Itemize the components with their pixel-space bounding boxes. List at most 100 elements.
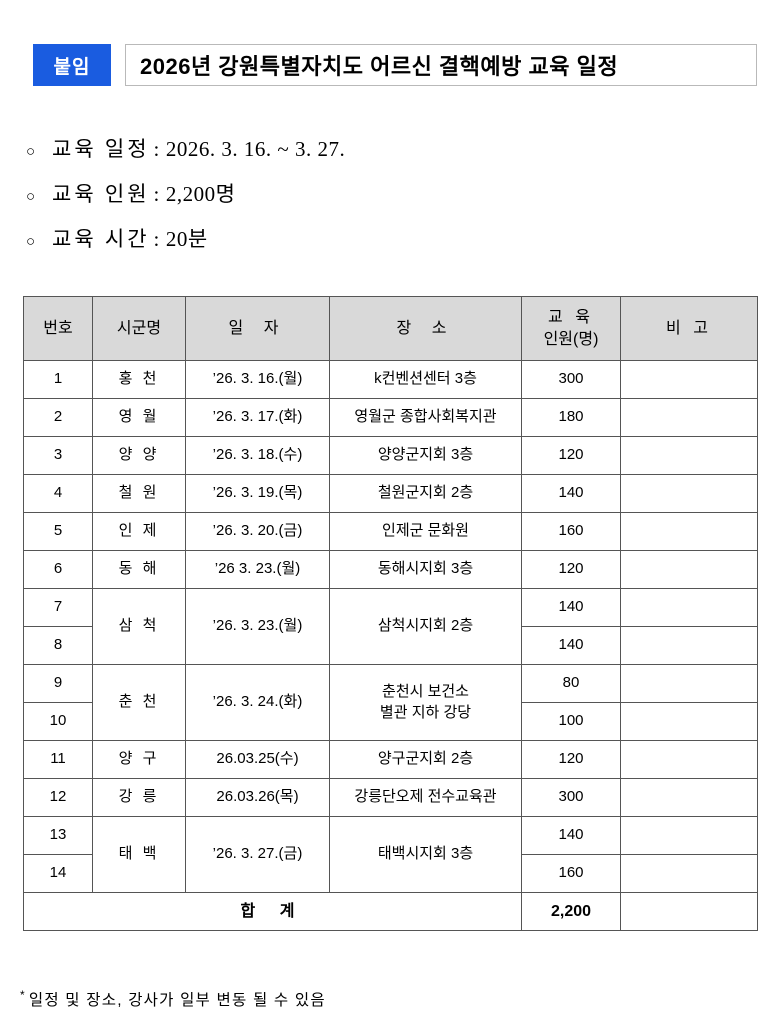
column-header-no: 번호 — [23, 296, 93, 361]
cell-note — [620, 664, 758, 703]
summary-label-headcount: 교육 인원 — [52, 182, 150, 206]
cell-city: 춘 천 — [92, 664, 186, 741]
cell-count: 180 — [521, 398, 621, 437]
cell-date: ’26. 3. 27.(금) — [185, 816, 330, 893]
total-note — [620, 892, 758, 931]
cell-place: 삼척시지회 2층 — [329, 588, 522, 665]
cell-note — [620, 816, 758, 855]
cell-note — [620, 626, 758, 665]
cell-no: 6 — [23, 550, 93, 589]
cell-note — [620, 740, 758, 779]
cell-no: 7 — [23, 588, 93, 627]
cell-note — [620, 854, 758, 893]
cell-place: 철원군지회 2층 — [329, 474, 522, 513]
total-count: 2,200 — [521, 892, 621, 931]
table-header-row: 번호 시군명 일 자 장 소 교 육 인원(명) 비 고 — [23, 296, 758, 361]
summary-item-duration: ○ 교육 시간 : 20분 — [26, 223, 345, 268]
cell-place: 양구군지회 2층 — [329, 740, 522, 779]
cell-city: 양 구 — [92, 740, 186, 779]
summary-separator: : — [153, 182, 160, 206]
cell-count: 140 — [521, 588, 621, 627]
cell-date: ’26. 3. 23.(월) — [185, 588, 330, 665]
table-row: 1 홍 천 ’26. 3. 16.(월) k컨벤션센터 3층 300 — [23, 360, 758, 399]
table-row: 5 인 제 ’26. 3. 20.(금) 인제군 문화원 160 — [23, 512, 758, 551]
cell-note — [620, 474, 758, 513]
cell-count: 120 — [521, 740, 621, 779]
summary-value-duration: 20분 — [165, 227, 208, 251]
cell-no: 4 — [23, 474, 93, 513]
cell-count: 140 — [521, 626, 621, 665]
summary-label-duration: 교육 시간 — [52, 227, 150, 251]
cell-note — [620, 550, 758, 589]
cell-count: 300 — [521, 360, 621, 399]
cell-no: 1 — [23, 360, 93, 399]
cell-count: 160 — [521, 512, 621, 551]
cell-no: 5 — [23, 512, 93, 551]
cell-city: 강 릉 — [92, 778, 186, 817]
table-row: 8 140 — [23, 626, 758, 665]
table-row: 6 동 해 ’26 3. 23.(월) 동해시지회 3층 120 — [23, 550, 758, 589]
cell-city: 홍 천 — [92, 360, 186, 399]
cell-no: 13 — [23, 816, 93, 855]
cell-city: 동 해 — [92, 550, 186, 589]
table-row: 13 태 백 ’26. 3. 27.(금) 태백시지회 3층 140 — [23, 816, 758, 893]
summary-list: ○ 교육 일정 : 2026. 3. 16. ~ 3. 27. ○ 교육 인원 … — [26, 133, 345, 268]
cell-place: 인제군 문화원 — [329, 512, 522, 551]
cell-place: 태백시지회 3층 — [329, 816, 522, 893]
column-header-note: 비 고 — [620, 296, 758, 361]
table-row: 2 영 월 ’26. 3. 17.(화) 영월군 종합사회복지관 180 — [23, 398, 758, 437]
cell-date: ’26. 3. 18.(수) — [185, 436, 330, 475]
table-row: 7 삼 척 ’26. 3. 23.(월) 삼척시지회 2층 140 — [23, 588, 758, 665]
title-box: 2026년 강원특별자치도 어르신 결핵예방 교육 일정 — [125, 44, 757, 86]
total-label: 합 계 — [23, 892, 522, 931]
cell-place-line1: 춘천시 보건소 — [382, 683, 469, 701]
schedule-table: 번호 시군명 일 자 장 소 교 육 인원(명) 비 고 1 홍 천 ’26. … — [23, 296, 758, 931]
cell-note — [620, 436, 758, 475]
cell-date: 26.03.26(목) — [185, 778, 330, 817]
cell-place: 강릉단오제 전수교육관 — [329, 778, 522, 817]
column-header-place: 장 소 — [329, 296, 522, 361]
summary-label-schedule: 교육 일정 — [52, 137, 150, 161]
bullet-circle-icon: ○ — [26, 234, 36, 250]
cell-note — [620, 778, 758, 817]
table-row: 3 양 양 ’26. 3. 18.(수) 양양군지회 3층 120 — [23, 436, 758, 475]
cell-no: 11 — [23, 740, 93, 779]
summary-item-schedule: ○ 교육 일정 : 2026. 3. 16. ~ 3. 27. — [26, 133, 345, 178]
cell-no: 2 — [23, 398, 93, 437]
table-row: 11 양 구 26.03.25(수) 양구군지회 2층 120 — [23, 740, 758, 779]
cell-note — [620, 512, 758, 551]
cell-no: 3 — [23, 436, 93, 475]
cell-count: 300 — [521, 778, 621, 817]
document-header: 붙임 2026년 강원특별자치도 어르신 결핵예방 교육 일정 — [33, 44, 757, 86]
cell-no: 14 — [23, 854, 93, 893]
table-total-row: 합 계 2,200 — [23, 892, 758, 931]
footnote-text: 일정 및 장소, 강사가 일부 변동 될 수 있음 — [28, 992, 326, 1009]
cell-note — [620, 702, 758, 741]
cell-place: 영월군 종합사회복지관 — [329, 398, 522, 437]
column-header-count: 교 육 인원(명) — [521, 296, 621, 361]
cell-place: 춘천시 보건소 별관 지하 강당 — [329, 664, 522, 741]
cell-count: 120 — [521, 436, 621, 475]
cell-place-line2: 별관 지하 강당 — [379, 703, 472, 721]
table-row: 12 강 릉 26.03.26(목) 강릉단오제 전수교육관 300 — [23, 778, 758, 817]
cell-city: 철 원 — [92, 474, 186, 513]
cell-count: 140 — [521, 816, 621, 855]
summary-value-schedule: 2026. 3. 16. ~ 3. 27. — [165, 137, 346, 161]
cell-count: 100 — [521, 702, 621, 741]
summary-separator: : — [153, 227, 160, 251]
cell-city: 양 양 — [92, 436, 186, 475]
table-row: 14 160 — [23, 854, 758, 893]
cell-date: ’26. 3. 20.(금) — [185, 512, 330, 551]
cell-date: ’26. 3. 24.(화) — [185, 664, 330, 741]
table-row: 10 100 — [23, 702, 758, 741]
page-title: 2026년 강원특별자치도 어르신 결핵예방 교육 일정 — [140, 54, 619, 79]
column-header-city: 시군명 — [92, 296, 186, 361]
cell-count: 140 — [521, 474, 621, 513]
cell-city: 인 제 — [92, 512, 186, 551]
table-row: 9 춘 천 ’26. 3. 24.(화) 춘천시 보건소 별관 지하 강당 80 — [23, 664, 758, 741]
cell-no: 9 — [23, 664, 93, 703]
cell-no: 12 — [23, 778, 93, 817]
cell-place: k컨벤션센터 3층 — [329, 360, 522, 399]
cell-city: 영 월 — [92, 398, 186, 437]
